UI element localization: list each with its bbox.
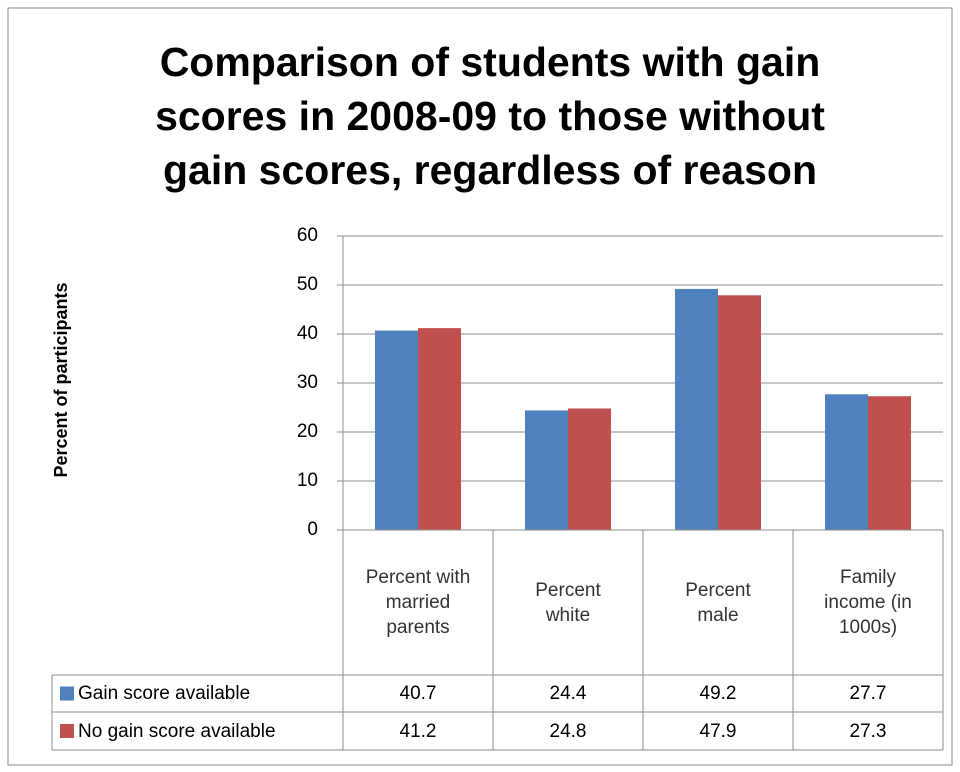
y-tick-label: 40 xyxy=(297,323,318,344)
x-tick-label: Percent with married parents xyxy=(365,567,471,638)
y-tick-label: 10 xyxy=(297,470,318,491)
table-value: 24.4 xyxy=(549,683,587,704)
legend-swatch xyxy=(60,686,74,701)
chart-title: Comparison of students with gain scores … xyxy=(155,39,825,193)
table-value: 27.7 xyxy=(849,683,887,704)
x-tick-label: Percent white xyxy=(535,579,601,626)
table-value: 41.2 xyxy=(399,720,437,742)
table-value: 24.8 xyxy=(549,720,587,742)
table-value: 47.9 xyxy=(699,720,737,742)
y-tick-label: 0 xyxy=(307,519,318,540)
bar xyxy=(718,295,761,530)
y-tick-label: 60 xyxy=(297,225,318,246)
legend-label: Gain score available xyxy=(78,683,251,704)
y-tick-label: 20 xyxy=(297,421,318,442)
bar xyxy=(418,328,461,530)
x-tick-label: Family income (in 1000s) xyxy=(824,567,912,638)
bar xyxy=(868,396,911,530)
y-tick-label: 30 xyxy=(297,372,318,393)
chart-border xyxy=(7,7,953,766)
x-tick-label: Percent male xyxy=(685,579,751,626)
legend-swatch xyxy=(60,724,74,738)
bar xyxy=(825,394,868,530)
table-value: 40.7 xyxy=(399,683,437,704)
bar xyxy=(375,330,418,530)
y-axis-label: Percent of participants xyxy=(51,282,71,477)
bar xyxy=(675,288,718,530)
table-value: 27.3 xyxy=(849,720,887,742)
bar xyxy=(568,408,611,530)
y-tick-label: 50 xyxy=(297,274,318,295)
bar xyxy=(525,410,568,530)
legend-label: No gain score available xyxy=(78,720,276,742)
table-value: 49.2 xyxy=(699,683,737,704)
